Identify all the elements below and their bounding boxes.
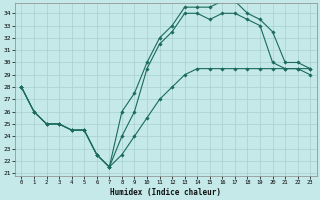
X-axis label: Humidex (Indice chaleur): Humidex (Indice chaleur): [110, 188, 221, 197]
